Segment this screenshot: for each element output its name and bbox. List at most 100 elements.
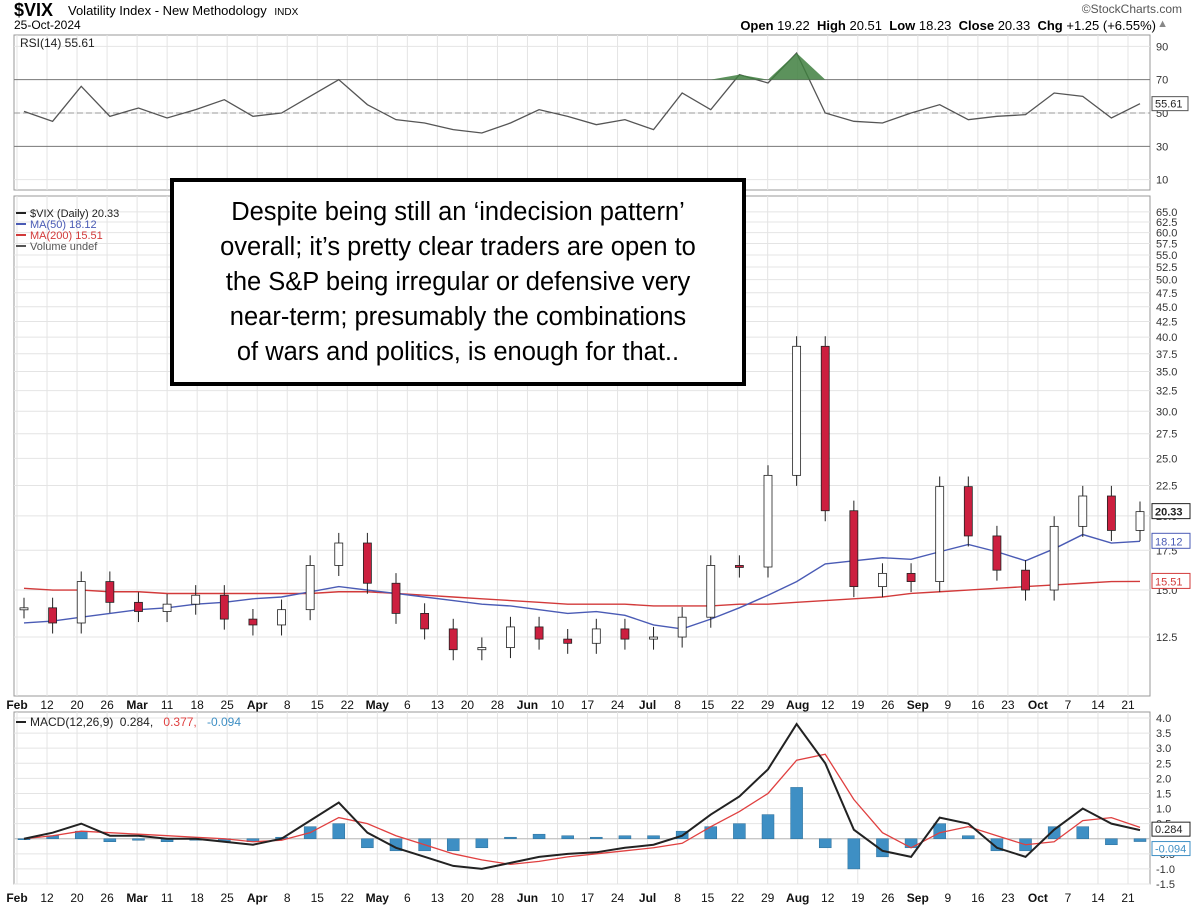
price-tick-label: 40.0 bbox=[1156, 332, 1177, 344]
macd-x-axis-label: 20 bbox=[70, 891, 84, 905]
symbol: $VIX bbox=[14, 0, 54, 20]
rsi-legend: RSI(14) 55.61 bbox=[20, 36, 95, 50]
macd-x-axis-label: 25 bbox=[221, 891, 235, 905]
macd-x-axis-label: 15 bbox=[701, 891, 715, 905]
price-tick-label: 42.5 bbox=[1156, 316, 1177, 328]
macd-histogram-bar bbox=[790, 787, 803, 839]
candle-body bbox=[1021, 569, 1030, 591]
macd-x-axis-label: 10 bbox=[551, 891, 565, 905]
macd-histogram-bar bbox=[618, 835, 632, 839]
price-tick-label: 22.5 bbox=[1156, 480, 1177, 492]
macd-histogram-bar bbox=[962, 835, 975, 839]
close-label: Close bbox=[958, 18, 995, 33]
x-axis-label: 19 bbox=[851, 698, 865, 712]
macd-legend-item: -0.094 bbox=[207, 715, 241, 729]
price-tag-ma200: 15.51 bbox=[1155, 576, 1183, 588]
x-axis-label: 12 bbox=[40, 698, 54, 712]
candle-body bbox=[677, 616, 687, 638]
x-axis-label: May bbox=[366, 698, 390, 712]
candle-body bbox=[935, 486, 945, 582]
price-tag-box-ma200 bbox=[1151, 572, 1191, 589]
exchange-label: INDX bbox=[274, 7, 299, 18]
price-legend-ma50: MA(50) 18.12 bbox=[30, 219, 97, 231]
x-axis-label: Mar bbox=[126, 698, 148, 712]
x-axis-label: 26 bbox=[100, 698, 114, 712]
x-axis-label: 8 bbox=[674, 698, 681, 712]
macd-x-axis-label: 7 bbox=[1065, 891, 1072, 905]
macd-histogram-bar bbox=[1105, 838, 1118, 846]
x-axis-label: 9 bbox=[944, 698, 951, 712]
macd-x-axis-label: 19 bbox=[851, 891, 865, 905]
macd-x-axis-label: 11 bbox=[161, 891, 174, 905]
candle-body bbox=[305, 565, 315, 611]
macd-legend-item: 0.377, bbox=[163, 715, 196, 729]
price-tick-label: 37.5 bbox=[1156, 349, 1177, 361]
candle-body bbox=[1135, 511, 1145, 531]
price-tag-box-ma50 bbox=[1151, 532, 1191, 549]
macd-legend-item: 0.284, bbox=[120, 715, 153, 729]
low-value: 18.23 bbox=[918, 18, 952, 33]
candle-body bbox=[620, 628, 630, 640]
x-axis-label: 23 bbox=[1001, 698, 1015, 712]
chg-value: +1.25 (+6.55%) bbox=[1066, 18, 1156, 33]
candle-body bbox=[334, 542, 344, 566]
macd-tick-label: -1.0 bbox=[1156, 864, 1175, 876]
price-tick-label: 25.0 bbox=[1156, 453, 1177, 465]
macd-x-axis-label: Jun bbox=[517, 891, 538, 905]
candle-body bbox=[649, 636, 658, 640]
x-axis-label: 25 bbox=[221, 698, 235, 712]
macd-histogram-bar bbox=[475, 838, 489, 849]
chg-label: Chg bbox=[1037, 18, 1063, 33]
candle-body bbox=[1078, 495, 1088, 527]
panel-frame-macd bbox=[13, 711, 1151, 885]
macd-histogram-bar bbox=[1047, 826, 1061, 839]
macd-tag-box-macd bbox=[1151, 821, 1191, 837]
macd-x-axis-label: 29 bbox=[761, 891, 775, 905]
macd-histogram-bar bbox=[647, 835, 660, 839]
macd-x-axis-label: 21 bbox=[1121, 891, 1135, 905]
x-axis-label: 14 bbox=[1091, 698, 1105, 712]
macd-histogram-bar bbox=[332, 823, 346, 839]
chart-header: $VIX Volatility Index - New Methodology … bbox=[0, 0, 1200, 36]
candle-body bbox=[448, 628, 458, 651]
price-tick-label: 62.5 bbox=[1156, 217, 1177, 229]
rsi-tick-label: 30 bbox=[1156, 141, 1168, 153]
candle-body bbox=[763, 474, 773, 568]
macd-x-axis-label: Apr bbox=[247, 891, 268, 905]
symbol-description: Volatility Index - New Methodology INDX bbox=[68, 3, 298, 18]
x-axis-label: 20 bbox=[461, 698, 475, 712]
macd-histogram-bar bbox=[103, 838, 117, 842]
macd-x-axis-label: 18 bbox=[190, 891, 204, 905]
candle-body bbox=[534, 626, 544, 640]
candle-body bbox=[992, 535, 1002, 571]
candle-body bbox=[277, 609, 286, 626]
candle-body bbox=[19, 607, 29, 611]
candle-body bbox=[134, 601, 143, 612]
x-axis-label: 13 bbox=[431, 698, 445, 712]
x-axis-label: 7 bbox=[1065, 698, 1072, 712]
macd-x-axis-label: 13 bbox=[431, 891, 445, 905]
x-axis-label: Oct bbox=[1028, 698, 1048, 712]
x-axis-label: Jul bbox=[639, 698, 656, 712]
price-tag-close: 20.33 bbox=[1155, 507, 1183, 519]
macd-x-axis-label: Feb bbox=[6, 891, 27, 905]
macd-histogram-bar bbox=[504, 836, 517, 839]
ma50-line bbox=[23, 533, 1141, 630]
ma200-line bbox=[23, 580, 1141, 607]
macd-x-axis-label: 17 bbox=[581, 891, 595, 905]
macd-histogram-bar bbox=[590, 836, 603, 839]
macd-x-axis-label: 22 bbox=[341, 891, 355, 905]
macd-x-axis-label: 14 bbox=[1091, 891, 1105, 905]
macd-tick-label: 1.5 bbox=[1156, 788, 1171, 800]
candle-body bbox=[792, 345, 802, 476]
rsi-line bbox=[23, 51, 1141, 134]
up-arrow-icon: ▲ bbox=[1157, 18, 1168, 30]
macd-histogram-bar bbox=[446, 838, 460, 852]
price-tick-label: 45.0 bbox=[1156, 302, 1177, 314]
candle-body bbox=[906, 572, 916, 582]
price-tick-label: 35.0 bbox=[1156, 367, 1177, 379]
price-tick-label: 52.5 bbox=[1156, 262, 1177, 274]
rsi-value-tag: 55.61 bbox=[1155, 99, 1183, 111]
macd-x-axis-label: 28 bbox=[491, 891, 505, 905]
